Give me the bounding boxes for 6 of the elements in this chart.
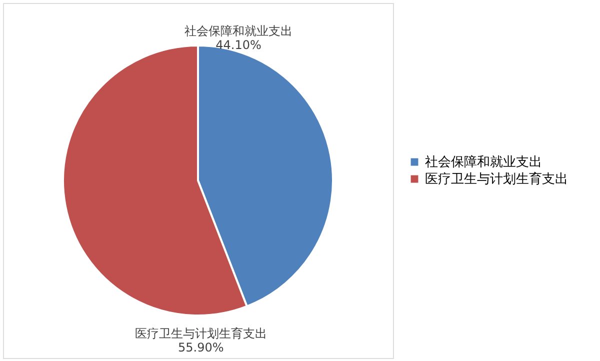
legend-label: 医疗卫生与计划生育支出: [425, 171, 568, 187]
slice-label: 医疗卫生与计划生育支出: [134, 326, 267, 340]
legend-label: 社会保障和就业支出: [425, 155, 542, 170]
data-label: 44.10%: [216, 38, 262, 52]
data-label: 55.90%: [178, 340, 224, 354]
slice-label: 社会保障和就业支出: [184, 24, 292, 38]
